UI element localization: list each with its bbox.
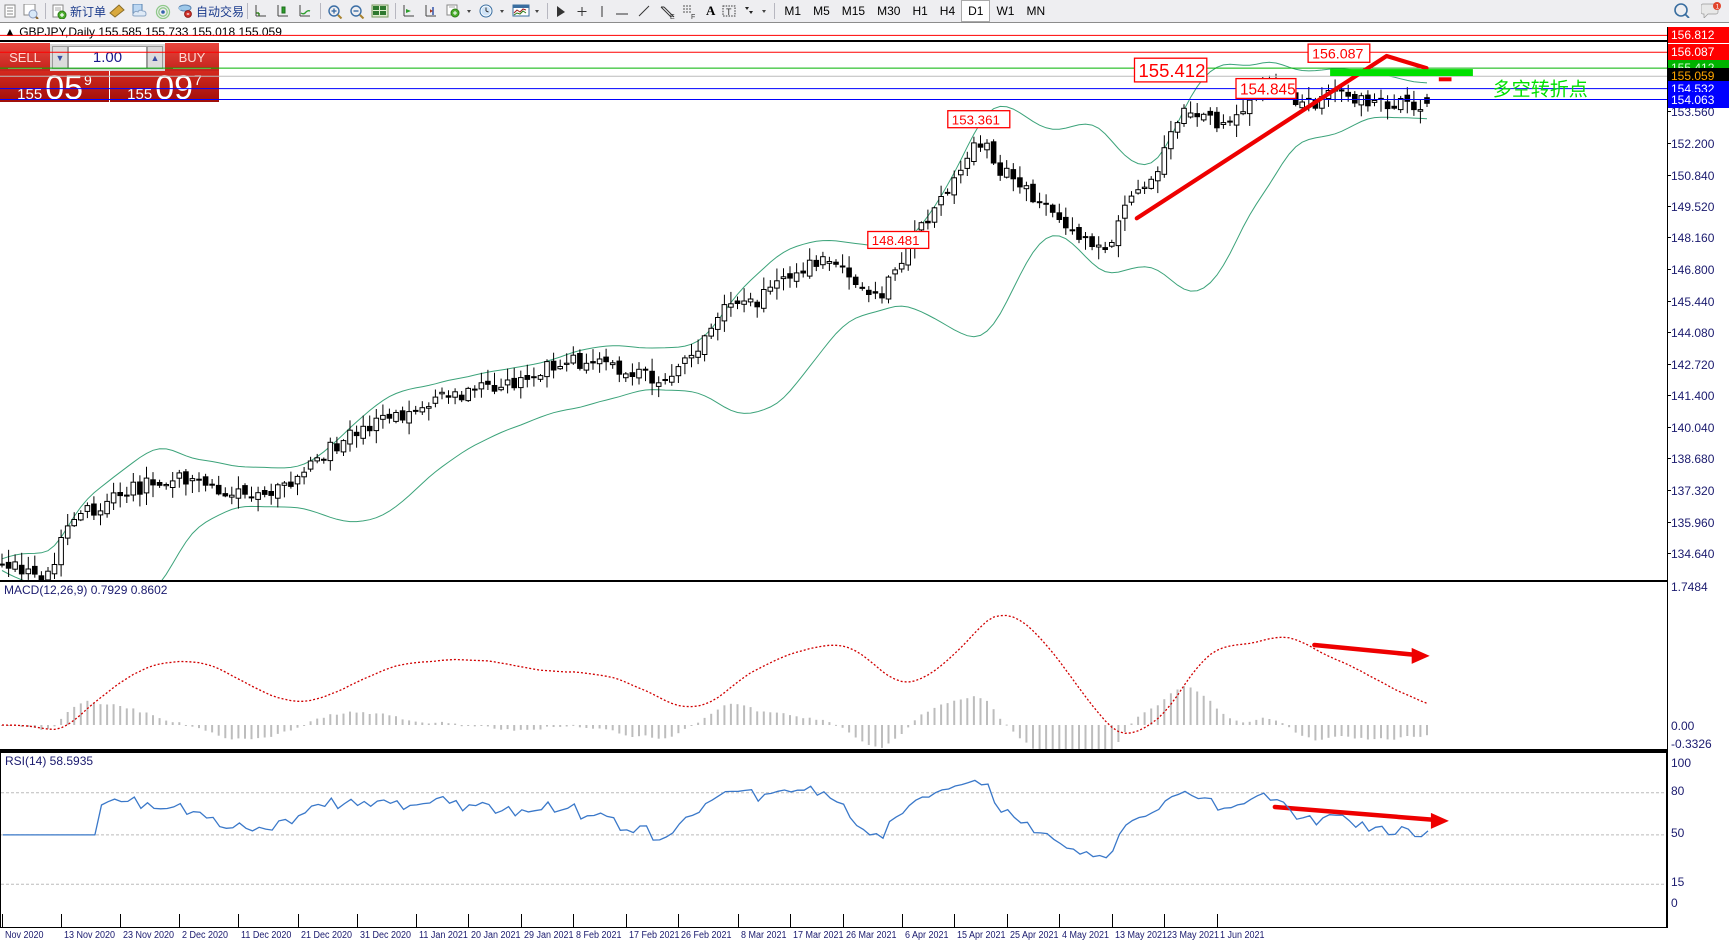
svg-text:T: T — [726, 7, 732, 17]
svg-text:MACD(12,26,9) 0.7929 0.8602: MACD(12,26,9) 0.7929 0.8602 — [4, 583, 168, 597]
svg-text:E: E — [670, 14, 675, 19]
svg-text:1: 1 — [1716, 3, 1720, 10]
svg-text:F: F — [691, 14, 695, 19]
svg-text:RSI(14) 58.5935: RSI(14) 58.5935 — [5, 754, 93, 768]
